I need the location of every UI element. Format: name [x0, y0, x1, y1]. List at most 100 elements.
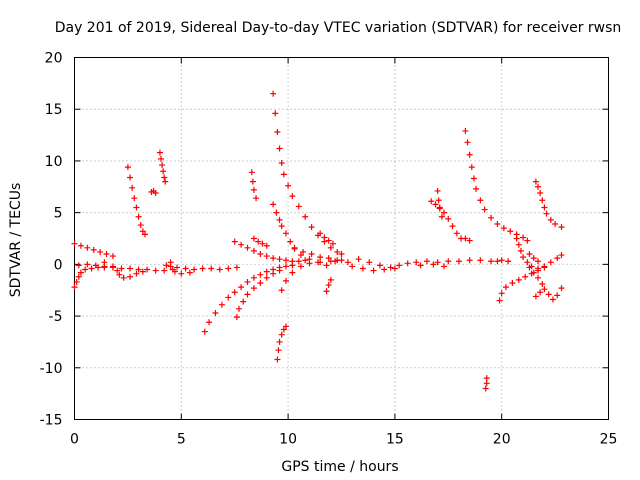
- series-arc7: [163, 259, 240, 277]
- data-point: [291, 244, 298, 251]
- data-point: [535, 258, 542, 265]
- data-point: [494, 258, 501, 265]
- data-point: [541, 286, 548, 293]
- data-point: [306, 260, 313, 267]
- series-arc2: [71, 264, 176, 291]
- data-point: [250, 235, 257, 242]
- data-point: [327, 276, 334, 283]
- data-point: [248, 169, 255, 176]
- data-point: [466, 237, 473, 244]
- y-tick-labels: -15 -10 -5 0 5 10 15 20: [40, 51, 63, 429]
- data-point: [289, 193, 296, 200]
- data-point: [141, 231, 148, 238]
- data-point: [276, 256, 283, 263]
- data-point: [238, 241, 245, 248]
- series-arc19: [317, 230, 336, 247]
- data-point: [413, 259, 420, 266]
- data-point: [231, 238, 238, 245]
- data-point: [317, 259, 324, 266]
- data-point: [537, 189, 544, 196]
- series-arc16: [278, 257, 345, 294]
- data-point: [276, 338, 283, 345]
- data-point: [282, 277, 289, 284]
- x-tick-labels: 0 5 10 15 20 25: [70, 432, 617, 448]
- data-point: [522, 273, 529, 280]
- data-point: [435, 197, 442, 204]
- data-point: [332, 258, 339, 265]
- data-point: [289, 269, 296, 276]
- data-point: [327, 244, 334, 251]
- data-point: [162, 178, 169, 185]
- data-point: [278, 331, 285, 338]
- series-arc9: [233, 267, 283, 321]
- data-point: [75, 262, 82, 269]
- data-point: [552, 221, 559, 228]
- data-point: [300, 248, 307, 255]
- data-point: [539, 197, 546, 204]
- data-point: [325, 237, 332, 244]
- data-point: [270, 255, 277, 262]
- data-point: [158, 155, 165, 162]
- data-point: [282, 323, 289, 330]
- data-point: [282, 257, 289, 264]
- data-point: [541, 263, 548, 270]
- data-point: [285, 182, 292, 189]
- data-point: [244, 291, 251, 298]
- data-point: [381, 266, 388, 273]
- data-point: [558, 224, 565, 231]
- data-point: [323, 288, 330, 295]
- data-point: [124, 164, 131, 171]
- data-point: [370, 267, 377, 274]
- data-point: [276, 145, 283, 152]
- data-point: [515, 241, 522, 248]
- data-point: [182, 265, 189, 272]
- data-point: [547, 259, 554, 266]
- data-point: [127, 174, 134, 181]
- data-point: [77, 269, 84, 276]
- data-point: [274, 128, 281, 135]
- data-point: [275, 347, 282, 354]
- data-point: [466, 257, 473, 264]
- chart-title: Day 201 of 2019, Sidereal Day-to-day VTE…: [55, 20, 622, 36]
- data-point: [282, 230, 289, 237]
- data-point: [270, 270, 277, 277]
- series-arc18: [323, 276, 334, 295]
- data-point: [152, 267, 159, 274]
- data-point: [109, 263, 116, 270]
- x-axis-label: GPS time / hours: [281, 459, 398, 475]
- data-point: [366, 259, 373, 266]
- data-point: [109, 253, 116, 260]
- series-arc26: [513, 235, 565, 272]
- data-point: [201, 328, 208, 335]
- data-point: [244, 244, 251, 251]
- data-point: [257, 271, 264, 278]
- data-point: [317, 230, 324, 237]
- data-point: [240, 298, 247, 305]
- data-point: [445, 258, 452, 265]
- data-point: [244, 278, 251, 285]
- data-point: [90, 246, 97, 253]
- data-point: [387, 264, 394, 271]
- data-point: [483, 375, 490, 382]
- series-arc28: [526, 251, 565, 303]
- data-point: [329, 240, 336, 247]
- y-tick-label: -10: [40, 361, 63, 377]
- data-point: [554, 292, 561, 299]
- data-point: [233, 314, 240, 321]
- data-point: [82, 266, 89, 273]
- x-tick-label: 10: [279, 432, 297, 448]
- data-point: [302, 213, 309, 220]
- data-point: [524, 237, 531, 244]
- data-point: [127, 265, 134, 272]
- data-point: [278, 159, 285, 166]
- series-arc24: [482, 375, 490, 392]
- data-point: [278, 223, 285, 230]
- data-point: [276, 267, 283, 274]
- series-arc13: [270, 90, 345, 258]
- data-point: [359, 265, 366, 272]
- data-point: [530, 255, 537, 262]
- data-point: [274, 356, 281, 363]
- data-point: [257, 251, 264, 258]
- data-point: [483, 380, 490, 387]
- data-point: [160, 168, 167, 175]
